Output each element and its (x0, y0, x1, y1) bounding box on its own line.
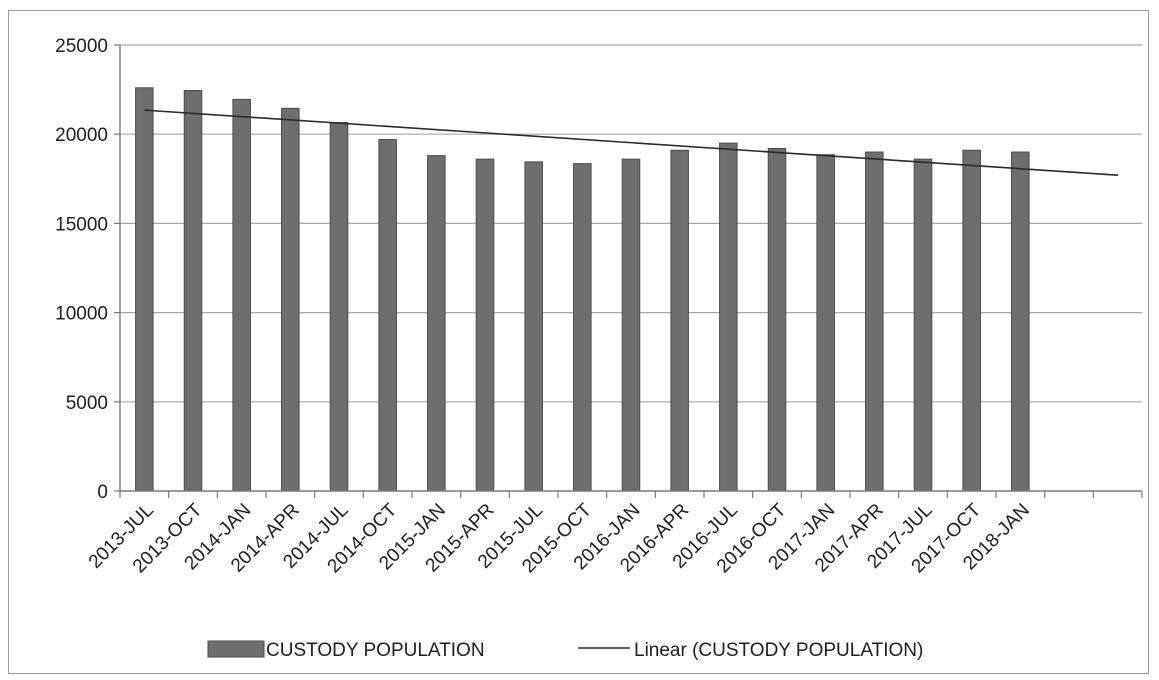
legend-label-trend: Linear (CUSTODY POPULATION) (634, 640, 923, 661)
bar (621, 158, 641, 492)
axes: 05000100001500020000250002013-JUL2013-OC… (55, 36, 1143, 577)
y-tick-label: 10000 (55, 304, 108, 325)
bar (573, 163, 592, 492)
trendline-path (144, 109, 1119, 177)
bar (281, 107, 300, 492)
bar (670, 149, 689, 492)
legend: CUSTODY POPULATION Linear (CUSTODY POPUL… (207, 640, 923, 661)
bar (767, 147, 787, 492)
trendline (144, 109, 1119, 177)
y-tick-label: 15000 (55, 214, 108, 235)
legend-swatch-bar (207, 640, 265, 658)
bar (816, 154, 835, 492)
y-tick-label: 20000 (55, 125, 108, 146)
bar (183, 89, 203, 492)
bar (232, 98, 251, 492)
bar (378, 139, 397, 492)
bar (475, 158, 495, 492)
y-tick-label: 5000 (66, 393, 108, 414)
bars (135, 87, 1030, 492)
bar (719, 142, 738, 492)
bar (1011, 151, 1030, 492)
bar (962, 149, 981, 492)
bar (524, 161, 543, 492)
bar (913, 158, 933, 492)
bar (135, 87, 154, 492)
legend-label-bar: CUSTODY POPULATION (266, 640, 485, 661)
bar (865, 151, 884, 492)
y-tick-label: 25000 (55, 36, 108, 57)
y-tick-label: 0 (97, 482, 108, 503)
bar (329, 122, 349, 492)
bar (427, 155, 446, 492)
